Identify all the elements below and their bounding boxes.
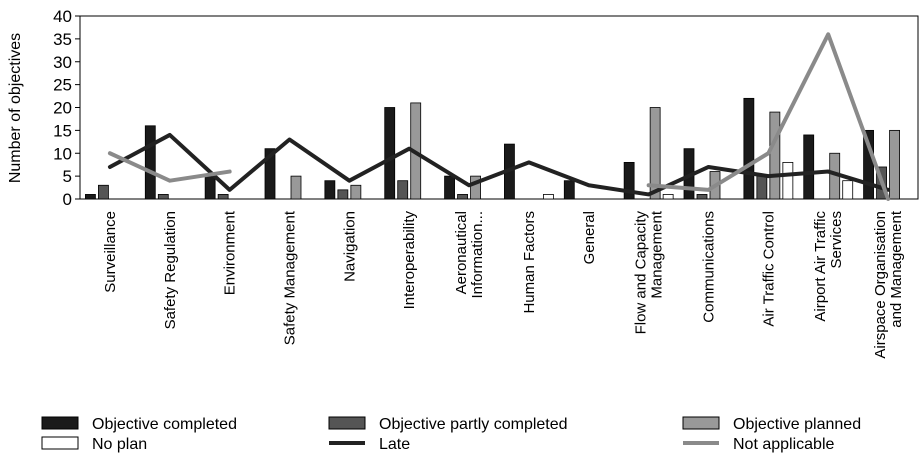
x-axis: Surveillance Safety Regulation Environment…	[102, 210, 905, 358]
legend-label-no-plan: No plan	[92, 436, 147, 453]
bar-objective-completed-1	[144, 125, 156, 200]
legend-label-objective-planned: Objective planned	[733, 416, 861, 433]
x-category-label: Safety Management	[282, 210, 299, 345]
legend-label-objective-partly-completed: Objective partly completed	[379, 416, 568, 433]
y-axis-label: Number of objectives	[7, 33, 24, 183]
bar-objective-planned-13	[889, 129, 900, 200]
x-category-label: Flow and Capacity	[633, 211, 650, 335]
x-category-label: Environment	[222, 210, 239, 295]
bar-objective-partly-completed-1	[157, 194, 169, 200]
bar-objective-partly-completed-0	[98, 184, 109, 200]
bar-objective-planned-11	[769, 111, 781, 200]
legend: Objective completed Objective partly comp…	[41, 416, 861, 453]
bar-objective-partly-completed-10	[696, 194, 708, 200]
x-category-label: Airport Air Traffic	[812, 211, 829, 322]
bar-objective-completed-5	[384, 107, 396, 200]
line-not-applicable-segment-0	[107, 151, 232, 183]
x-category-label: Safety Regulation	[162, 211, 179, 329]
bar-objective-completed-3	[264, 148, 276, 200]
line-not-applicable-segment-1	[646, 32, 891, 201]
bar-objective-partly-completed-6	[457, 194, 468, 200]
legend-label-objective-completed: Objective completed	[92, 416, 237, 433]
legend-swatch-no-plan	[41, 436, 79, 450]
legend-label-late: Late	[379, 436, 410, 453]
bars	[85, 97, 900, 200]
bar-objective-partly-completed-11	[756, 175, 768, 200]
bar-objective-completed-11	[743, 97, 755, 200]
y-tick-label: 15	[53, 121, 72, 140]
bar-objective-completed-6	[444, 175, 455, 200]
bar-objective-planned-3	[290, 175, 302, 200]
bar-objective-completed-4	[324, 180, 336, 200]
bar-objective-partly-completed-4	[337, 189, 349, 200]
bar-no-plan-11	[782, 161, 794, 200]
legend-swatch-objective-partly-completed	[328, 416, 366, 430]
bar-no-plan-12	[842, 180, 854, 200]
x-category-label: Management	[649, 210, 666, 298]
x-category-label: Communications	[701, 211, 718, 323]
x-category-label: General	[581, 211, 598, 264]
x-category-label: Services	[828, 211, 845, 269]
y-axis: 0 5 10 15 20 25 30 35 40	[53, 7, 919, 209]
lines	[107, 32, 891, 201]
y-tick-label: 35	[53, 30, 72, 49]
bar-objective-planned-9	[649, 107, 661, 200]
y-tick-label: 10	[53, 144, 72, 163]
bar-objective-completed-8	[563, 180, 575, 200]
legend-swatch-objective-completed	[41, 416, 79, 430]
bar-objective-completed-9	[623, 161, 635, 200]
x-category-label: Human Factors	[521, 211, 538, 314]
bar-objective-planned-4	[350, 184, 362, 200]
x-category-label: Surveillance	[102, 211, 119, 293]
y-tick-label: 40	[53, 7, 72, 26]
x-category-label: and Management	[888, 210, 905, 328]
bar-objective-partly-completed-5	[397, 180, 409, 200]
x-category-label: Air Traffic Control	[760, 211, 777, 327]
x-category-label: Aeronautical	[453, 211, 470, 294]
x-category-label: Airspace Organisation	[872, 211, 889, 359]
y-tick-label: 0	[63, 190, 72, 209]
legend-swatch-objective-planned	[682, 416, 720, 430]
bar-objective-completed-12	[803, 134, 815, 200]
y-tick-label: 20	[53, 99, 72, 118]
bar-no-plan-9	[662, 194, 674, 200]
bar-objective-partly-completed-2	[217, 194, 229, 200]
bar-objective-completed-2	[204, 175, 216, 200]
x-category-label: Information...	[469, 211, 486, 299]
y-tick-label: 5	[63, 167, 72, 186]
bar-objective-planned-6	[470, 175, 481, 200]
line-late-segment-0	[107, 132, 891, 197]
y-tick-label: 30	[53, 53, 72, 72]
legend-label-not-applicable: Not applicable	[733, 436, 835, 453]
x-category-label: Interoperability	[401, 211, 418, 310]
bar-no-plan-7	[543, 194, 554, 200]
x-category-label: Navigation	[341, 211, 358, 282]
y-tick-label: 25	[53, 76, 72, 95]
bar-objective-completed-0	[85, 194, 96, 200]
